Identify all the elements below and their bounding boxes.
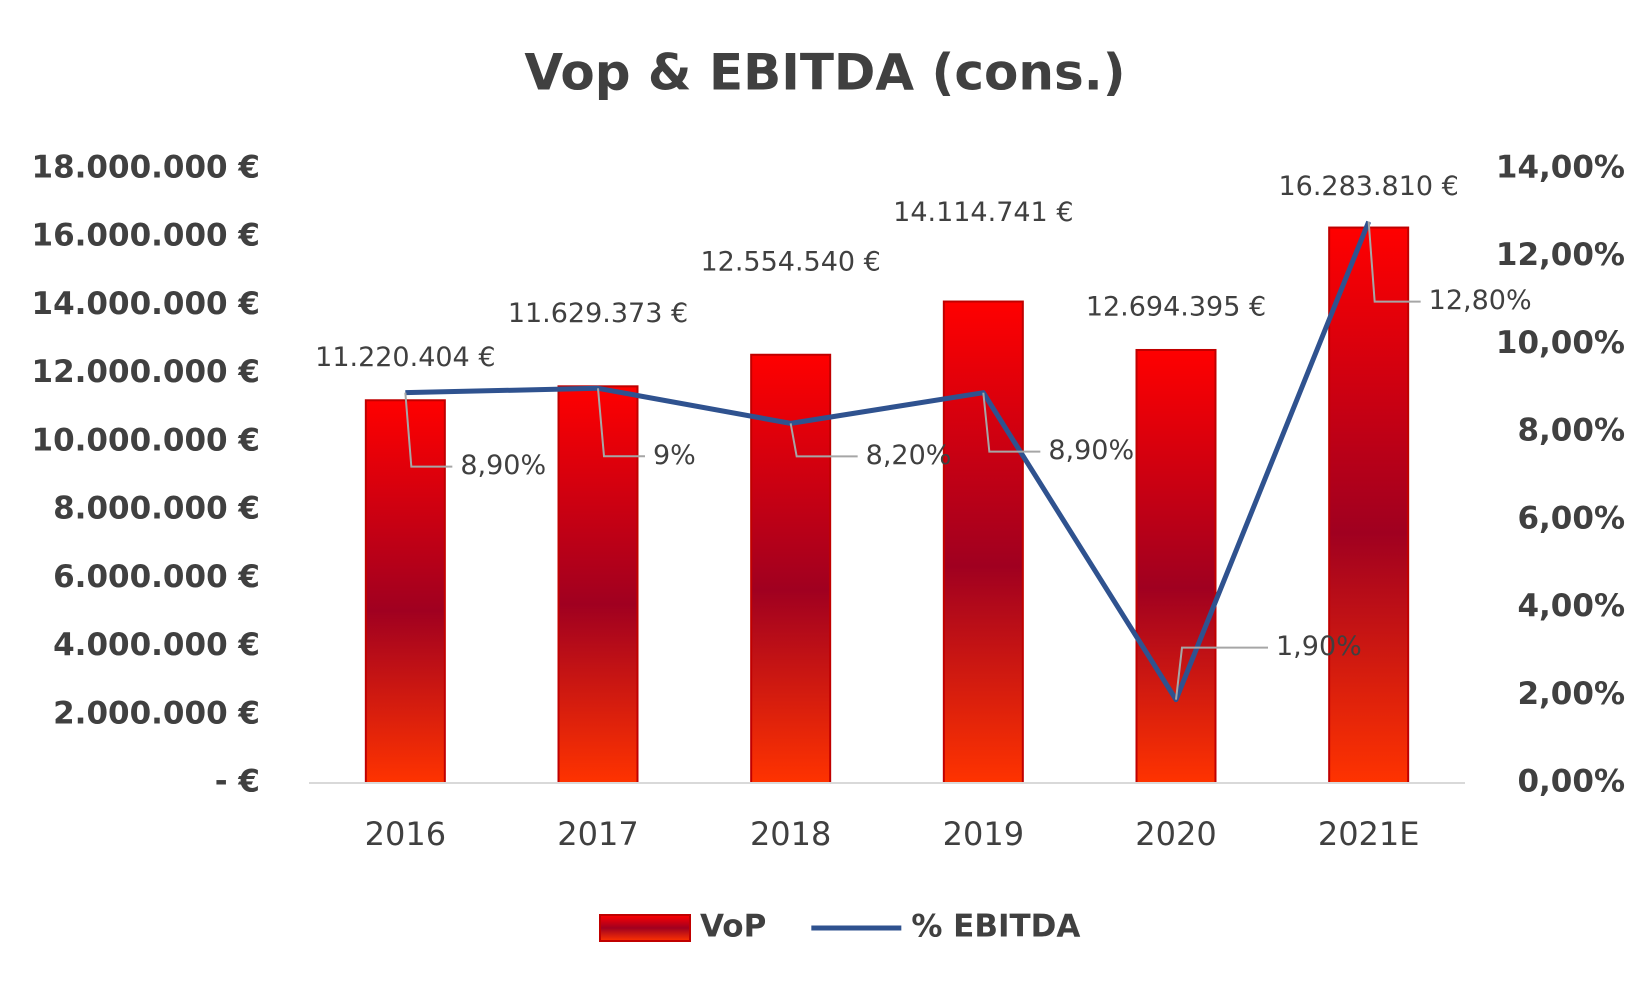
- data-label: 16.283.810 €: [1278, 171, 1458, 202]
- data-label: 11.220.404 €: [315, 342, 495, 373]
- y-tick-label: 8.000.000 €: [53, 491, 260, 527]
- y2-tick-label: 2,00%: [1517, 676, 1625, 712]
- x-tick-label: 2021E: [1318, 815, 1420, 853]
- y-tick-label: 14.000.000 €: [32, 286, 260, 322]
- bar: [1328, 226, 1410, 785]
- data-label: 8,90%: [1048, 435, 1134, 466]
- data-label: 8,20%: [866, 440, 952, 471]
- data-label: 8,90%: [460, 450, 546, 481]
- y-tick-label: 16.000.000 €: [32, 218, 260, 254]
- leader-line: [789, 423, 858, 458]
- x-tick-label: 2020: [1135, 815, 1216, 853]
- data-label: 12.694.395 €: [1086, 291, 1266, 322]
- leader-line: [1367, 221, 1421, 303]
- y2-tick-label: 6,00%: [1517, 500, 1625, 536]
- line-series: [405, 220, 1371, 703]
- y2-tick-label: 0,00%: [1517, 764, 1625, 800]
- data-label: 9%: [653, 440, 696, 471]
- y-tick-label: - €: [215, 764, 260, 800]
- data-label: 11.629.373 €: [508, 298, 688, 329]
- y2-tick-label: 14,00%: [1496, 150, 1625, 186]
- bar: [942, 300, 1024, 784]
- data-label: 12,80%: [1429, 285, 1532, 316]
- y-tick-label: 6.000.000 €: [53, 559, 260, 595]
- y2-tick-label: 12,00%: [1496, 237, 1625, 273]
- y-tick-label: 4.000.000 €: [53, 627, 260, 663]
- leader-line: [982, 392, 1041, 453]
- y2-tick-label: 10,00%: [1496, 325, 1625, 361]
- bar: [1135, 348, 1217, 784]
- y2-tick-label: 8,00%: [1517, 413, 1625, 449]
- x-tick-label: 2018: [750, 815, 831, 853]
- legend-label: % EBITDA: [911, 909, 1080, 945]
- y2-tick-label: 4,00%: [1517, 588, 1625, 624]
- y-tick-label: 2.000.000 €: [53, 695, 260, 731]
- x-tick-label: 2016: [365, 815, 446, 853]
- chart-title: Vop & EBITDA (cons.): [524, 44, 1125, 102]
- y-tick-label: 18.000.000 €: [32, 150, 260, 186]
- y-tick-label: 10.000.000 €: [32, 422, 260, 458]
- bar: [364, 399, 446, 784]
- y-tick-label: 12.000.000 €: [32, 354, 260, 390]
- x-tick-label: 2019: [943, 815, 1024, 853]
- legend-label: VoP: [700, 909, 766, 945]
- leader-line: [597, 388, 645, 458]
- bar: [557, 385, 639, 784]
- leader-line: [404, 392, 453, 468]
- data-label: 1,90%: [1276, 631, 1362, 662]
- legend-swatch: [599, 914, 691, 942]
- x-tick-label: 2017: [557, 815, 638, 853]
- data-label: 14.114.741 €: [893, 197, 1073, 228]
- leader-line: [1175, 646, 1268, 700]
- data-label: 12.554.540 €: [700, 246, 880, 277]
